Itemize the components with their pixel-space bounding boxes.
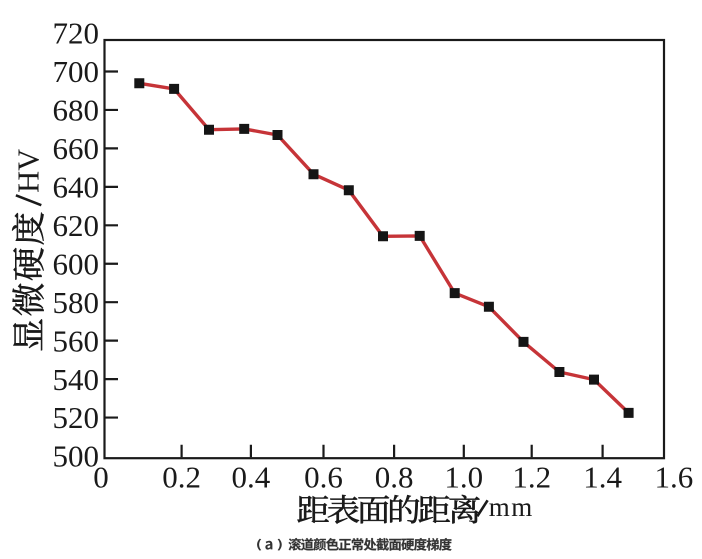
svg-text:0.6: 0.6 xyxy=(304,460,343,495)
svg-text:1.4: 1.4 xyxy=(583,460,622,495)
svg-text:0: 0 xyxy=(93,460,109,495)
svg-text:0.2: 0.2 xyxy=(162,460,201,495)
svg-text:680: 680 xyxy=(53,93,100,128)
svg-text:0.8: 0.8 xyxy=(375,460,414,495)
svg-text:500: 500 xyxy=(53,439,100,474)
svg-text:0.4: 0.4 xyxy=(232,460,271,495)
svg-text:HV: HV xyxy=(12,149,46,193)
svg-text:700: 700 xyxy=(53,54,100,89)
svg-text:660: 660 xyxy=(53,131,100,166)
svg-text:600: 600 xyxy=(53,246,100,281)
svg-text:620: 620 xyxy=(53,208,100,243)
svg-text:520: 520 xyxy=(53,400,100,435)
svg-text:580: 580 xyxy=(53,285,100,320)
svg-text:640: 640 xyxy=(53,170,100,205)
svg-text:mm: mm xyxy=(489,492,534,522)
svg-text:560: 560 xyxy=(53,323,100,358)
svg-text:1.0: 1.0 xyxy=(444,460,483,495)
svg-text:1.2: 1.2 xyxy=(512,460,551,495)
svg-text:1.6: 1.6 xyxy=(655,460,694,495)
svg-text:720: 720 xyxy=(53,16,100,51)
svg-text:540: 540 xyxy=(53,362,100,397)
